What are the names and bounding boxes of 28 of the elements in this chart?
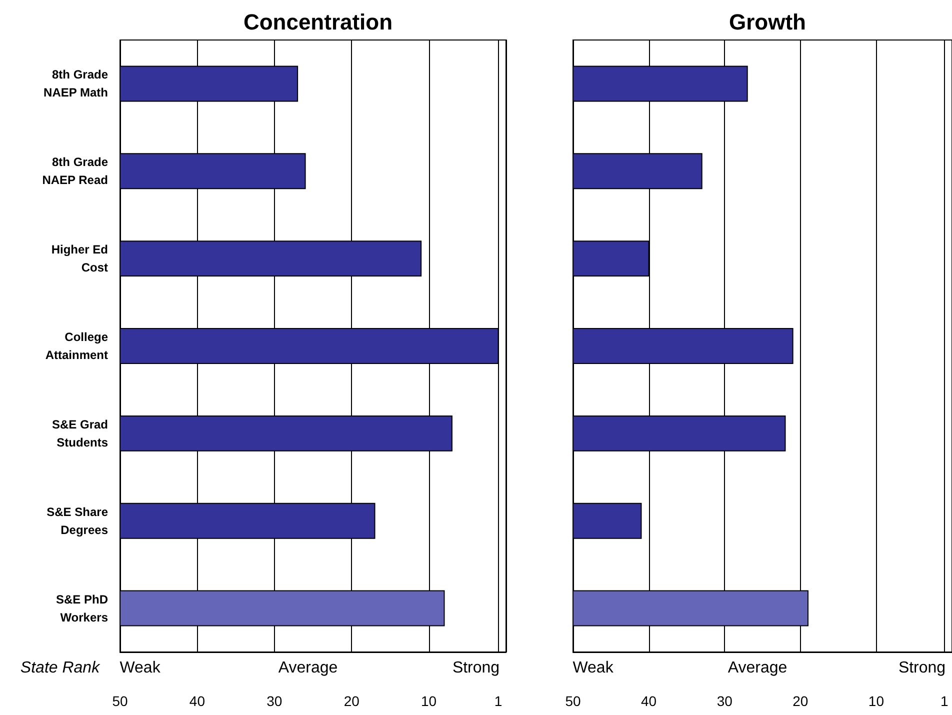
text: Strong: [898, 660, 946, 676]
x-tick-label: 50: [112, 693, 128, 709]
x-tick-label: 40: [641, 693, 657, 709]
y-tick-label: Higher Ed Cost: [51, 242, 108, 275]
x-axis-title: State Rank: [20, 660, 101, 676]
x-tick-label: 20: [344, 693, 360, 709]
y-tick-label: 8th Grade NAEP Read: [42, 155, 108, 188]
chart-title: Growth: [729, 10, 806, 34]
text: Average: [278, 660, 338, 676]
text: Weak: [120, 660, 162, 676]
y-tick-label: 8th Grade NAEP Math: [44, 68, 108, 100]
x-tick-label: 10: [868, 693, 884, 709]
text: Average: [728, 660, 788, 676]
chart-title: Concentration: [243, 10, 393, 34]
y-tick-label: S&E PhD Workers: [56, 592, 108, 624]
text: Strong: [452, 660, 500, 676]
x-tick-label: 30: [266, 693, 282, 709]
x-tick-label: 1: [940, 693, 949, 709]
x-tick-label: 40: [189, 693, 206, 709]
x-tick-label: 10: [421, 693, 437, 709]
y-tick-label: College Attainment: [45, 330, 108, 362]
x-tick-label: 20: [792, 693, 808, 709]
x-tick-label: 30: [716, 693, 733, 709]
x-tick-label: 50: [565, 693, 581, 709]
text: Weak: [572, 660, 614, 676]
y-tick-label: S&E Share Degrees: [46, 504, 108, 537]
y-tick-label: S&E Grad Students: [52, 417, 108, 450]
x-tick-label: 1: [494, 693, 502, 709]
